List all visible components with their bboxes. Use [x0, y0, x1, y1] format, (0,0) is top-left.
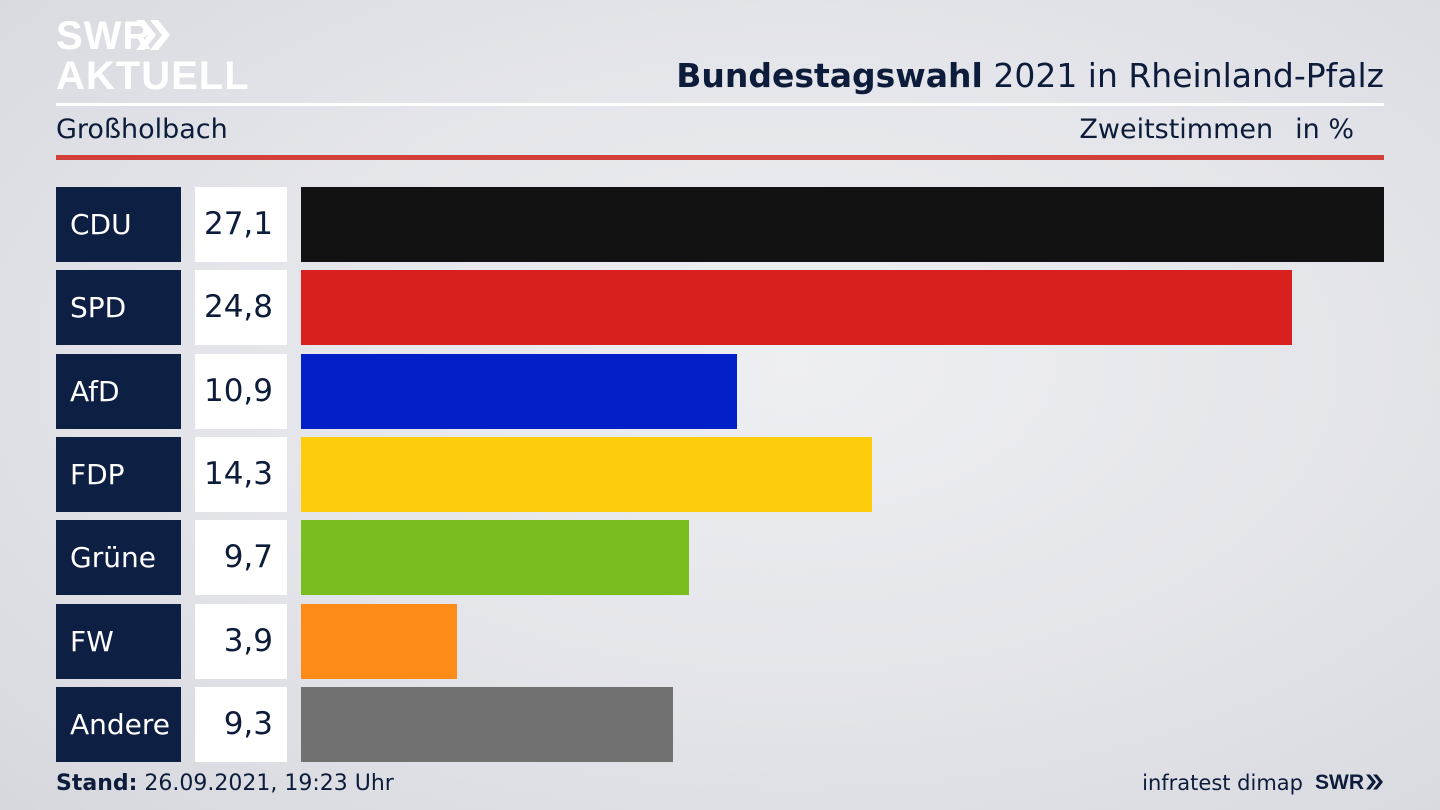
unit-label: in % — [1295, 114, 1354, 145]
party-label: SPD — [56, 270, 181, 345]
measure-header: Zweitstimmen in % — [1079, 114, 1354, 145]
swr-aktuell-logo: SWR AKTUELL — [56, 14, 256, 98]
chevron-double-right-icon — [1366, 774, 1383, 790]
bar — [301, 354, 737, 429]
chart-row: CDU 27,1 — [56, 187, 1384, 262]
chevron-double-right-icon — [136, 20, 170, 50]
party-label: FDP — [56, 437, 181, 512]
value-label: 14,3 — [195, 437, 287, 512]
party-label: FW — [56, 604, 181, 679]
location-label: Großholbach — [56, 114, 228, 145]
chart-row: FDP 14,3 — [56, 437, 1384, 512]
party-label: CDU — [56, 187, 181, 262]
value-label: 3,9 — [195, 604, 287, 679]
party-label: Grüne — [56, 520, 181, 595]
stand-value: 26.09.2021, 19:23 Uhr — [137, 771, 394, 796]
logo-aktuell-text: AKTUELL — [56, 54, 250, 98]
value-label: 9,3 — [195, 687, 287, 762]
stand-label: Stand: — [56, 771, 138, 796]
title-bold: Bundestagswahl — [676, 56, 983, 95]
value-label: 10,9 — [195, 354, 287, 429]
value-label: 9,7 — [195, 520, 287, 595]
source-label: infratest dimap — [1142, 771, 1303, 795]
chart-row: FW 3,9 — [56, 604, 1384, 679]
bar — [301, 520, 689, 595]
value-label: 27,1 — [195, 187, 287, 262]
bar — [301, 604, 457, 679]
swr-brand: SWR — [1315, 771, 1384, 795]
header-divider — [56, 103, 1384, 106]
page-title: Bundestagswahl 2021 in Rheinland-Pfalz — [676, 56, 1384, 95]
bar — [301, 687, 673, 762]
value-label: 24,8 — [195, 270, 287, 345]
measure-label: Zweitstimmen — [1079, 114, 1274, 145]
timestamp: Stand: 26.09.2021, 19:23 Uhr — [56, 771, 394, 796]
bar — [301, 270, 1292, 345]
chart-row: SPD 24,8 — [56, 270, 1384, 345]
bar — [301, 187, 1384, 262]
chart-row: Grüne 9,7 — [56, 520, 1384, 595]
source-credit: infratest dimap SWR — [1142, 771, 1384, 795]
bar — [301, 437, 872, 512]
chart-row: Andere 9,3 — [56, 687, 1384, 762]
logo-swr-text: SWR — [56, 14, 153, 58]
party-label: Andere — [56, 687, 181, 762]
chart-row: AfD 10,9 — [56, 354, 1384, 429]
title-rest: 2021 in Rheinland-Pfalz — [982, 56, 1384, 95]
party-label: AfD — [56, 354, 181, 429]
accent-divider — [56, 155, 1384, 160]
